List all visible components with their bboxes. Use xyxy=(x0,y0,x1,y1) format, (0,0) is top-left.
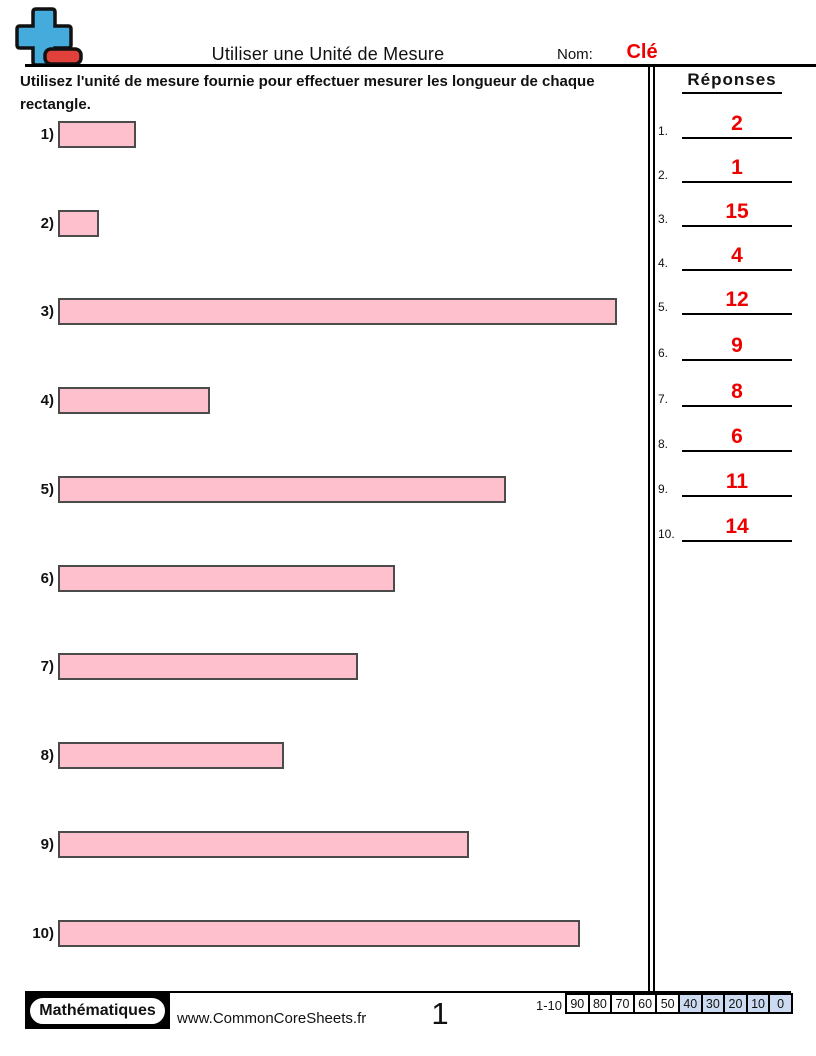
answer-item: 10. 14 xyxy=(658,508,792,542)
score-cell: 30 xyxy=(700,993,726,1014)
website-url: www.CommonCoreSheets.fr xyxy=(177,1010,367,1027)
score-cell: 70 xyxy=(610,993,635,1014)
answer-number: 5. xyxy=(658,300,669,314)
page-number: 1 xyxy=(431,996,449,1031)
problem-number: 9) xyxy=(40,836,54,853)
answer-value: 4 xyxy=(682,244,792,271)
score-cell: 50 xyxy=(655,993,680,1014)
problem-number: 10) xyxy=(32,925,54,942)
measure-rectangle xyxy=(58,831,469,858)
score-cell: 60 xyxy=(632,993,658,1014)
measure-rectangle xyxy=(58,653,358,680)
answer-number: 2. xyxy=(658,168,669,182)
answer-number: 6. xyxy=(658,346,669,360)
answers-column-divider xyxy=(648,64,655,993)
header-divider xyxy=(25,64,816,67)
answer-value: 14 xyxy=(682,515,792,542)
footer-divider xyxy=(25,991,791,993)
problem-number: 8) xyxy=(40,747,54,764)
measure-rectangle xyxy=(58,565,395,592)
answer-item: 8. 6 xyxy=(658,418,792,452)
problem-number: 3) xyxy=(40,303,54,320)
problem-number: 4) xyxy=(40,392,54,409)
answer-item: 1. 2 xyxy=(658,105,792,139)
answer-number: 10. xyxy=(658,527,675,541)
instructions-text: Utilisez l'unité de mesure fournie pour … xyxy=(20,73,595,113)
score-cell: 10 xyxy=(745,993,771,1014)
answer-item: 6. 9 xyxy=(658,327,792,361)
answer-number: 1. xyxy=(658,124,669,138)
score-cell: 0 xyxy=(768,993,793,1014)
score-cell: 90 xyxy=(565,993,590,1014)
answer-value: 15 xyxy=(682,200,792,227)
measure-rectangle xyxy=(58,920,580,947)
name-value: Clé xyxy=(626,41,658,63)
answer-number: 4. xyxy=(658,256,669,270)
answer-value: 6 xyxy=(682,425,792,452)
problem-number: 6) xyxy=(40,570,54,587)
measure-rectangle xyxy=(58,210,99,237)
answer-item: 7. 8 xyxy=(658,373,792,407)
measure-rectangle xyxy=(58,298,617,325)
problem-number: 2) xyxy=(40,215,54,232)
problem-row: 9) xyxy=(20,831,469,858)
answer-number: 3. xyxy=(658,212,669,226)
problem-row: 4) xyxy=(20,387,210,414)
answer-item: 4. 4 xyxy=(658,237,792,271)
problem-row: 2) xyxy=(20,210,99,237)
problem-row: 7) xyxy=(20,653,358,680)
answer-item: 2. 1 xyxy=(658,149,792,183)
answer-number: 7. xyxy=(658,392,669,406)
answer-number: 8. xyxy=(658,437,669,451)
problem-row: 3) xyxy=(20,298,617,325)
score-cell: 40 xyxy=(677,993,703,1014)
answer-item: 9. 11 xyxy=(658,463,792,497)
answer-number: 9. xyxy=(658,482,669,496)
problem-row: 5) xyxy=(20,476,506,503)
problem-number: 1) xyxy=(40,126,54,143)
answer-item: 3. 15 xyxy=(658,193,792,227)
answer-value: 11 xyxy=(682,470,792,497)
measure-rectangle xyxy=(58,387,210,414)
measure-rectangle xyxy=(58,476,506,503)
problem-row: 6) xyxy=(20,565,395,592)
score-range-label: 1-10 xyxy=(535,998,562,1013)
answer-value: 12 xyxy=(682,288,792,315)
subject-badge: Mathématiques xyxy=(25,993,170,1029)
subject-badge-label: Mathématiques xyxy=(28,996,167,1026)
score-grid: 90 80 70 60 50 40 30 20 10 0 xyxy=(565,993,793,1014)
problem-number: 7) xyxy=(40,658,54,675)
answer-value: 1 xyxy=(682,156,792,183)
answer-item: 5. 12 xyxy=(658,281,792,315)
measure-rectangle xyxy=(58,121,136,148)
measure-rectangle xyxy=(58,742,284,769)
answer-value: 2 xyxy=(682,112,792,139)
score-cell: 20 xyxy=(723,993,748,1014)
problem-row: 8) xyxy=(20,742,284,769)
problem-row: 10) xyxy=(20,920,580,947)
answers-header: Réponses xyxy=(656,70,808,94)
worksheet-title: Utiliser une Unité de Mesure xyxy=(211,44,445,64)
score-cell: 80 xyxy=(587,993,613,1014)
problem-number: 5) xyxy=(40,481,54,498)
name-label: Nom: xyxy=(557,46,593,63)
problem-row: 1) xyxy=(20,121,136,148)
answer-value: 9 xyxy=(682,334,792,361)
answer-value: 8 xyxy=(682,380,792,407)
